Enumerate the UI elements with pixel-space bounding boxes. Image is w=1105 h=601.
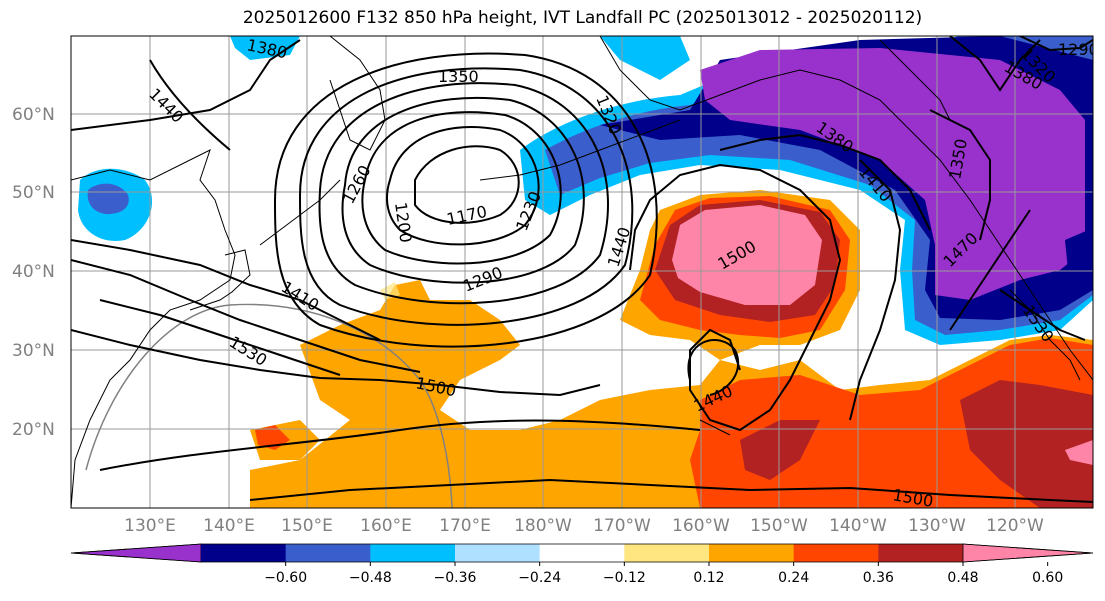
colorbar-swatch	[878, 544, 964, 562]
contour-1380-west	[71, 39, 301, 131]
lon-label: 130°W	[908, 516, 966, 536]
colorbar-tick-label: 0.36	[863, 570, 894, 586]
colorbar-frame	[70, 543, 1094, 563]
lat-label-20n: 20°N	[12, 420, 55, 440]
colorbar-arrow-high	[962, 543, 1094, 563]
contour-1380-ne	[719, 133, 931, 231]
contour-1440-nw	[149, 59, 231, 151]
contour-1290	[318, 82, 609, 305]
colorbar-swatch	[624, 544, 710, 562]
colorbar-swatch	[539, 544, 625, 562]
coast-alaska	[599, 36, 1093, 381]
lon-label: 180°W	[514, 516, 572, 536]
map-title: 2025012600 F132 850 hPa height, IVT Land…	[242, 8, 923, 28]
contour-1350	[273, 52, 658, 348]
contour-1170	[414, 145, 520, 224]
lon-label: 160°E	[360, 516, 412, 536]
lat-label-60n: 60°N	[12, 105, 55, 125]
colorbar-tick-label: −0.24	[518, 570, 561, 586]
contour-1470-bottom	[99, 419, 701, 471]
colorbar-swatch	[793, 544, 879, 562]
colorbar-swatch	[285, 544, 371, 562]
coastlines	[71, 36, 1093, 508]
colorbar-tick-label: −0.36	[434, 570, 477, 586]
lon-label: 150°W	[750, 516, 808, 536]
shade-purple-core	[700, 48, 1085, 300]
contour-1350-ne	[929, 109, 991, 241]
contour-label: 1350	[438, 67, 479, 86]
shade-pos-far-east-darkred	[960, 380, 1093, 508]
coast-hawaii	[699, 419, 731, 436]
negative-ivt-shading	[78, 36, 1093, 345]
contour-1530-ne	[999, 289, 1086, 341]
map-panel: 1380 1440 1350 1320 1260 1200 1170 1230 …	[71, 36, 1099, 511]
lon-label: 140°W	[829, 516, 887, 536]
colorbar-swatch	[455, 544, 541, 562]
colorbar-swatch	[370, 544, 456, 562]
contour-1260	[341, 96, 585, 284]
coast-kamchatka	[329, 36, 386, 151]
contour-1470-ne	[949, 209, 1031, 331]
coast-asia	[71, 149, 236, 508]
height-contours	[71, 36, 1093, 503]
latitude-labels: 60°N 50°N 40°N 30°N 20°N	[12, 105, 55, 440]
colorbar-arrow-low	[70, 543, 202, 563]
graticule	[71, 36, 1093, 508]
shade-pos-far-east-pink	[1065, 440, 1093, 465]
lon-label: 170°W	[593, 516, 651, 536]
lon-label: 150°E	[281, 516, 333, 536]
positive-ivt-shading	[250, 190, 1093, 508]
contour-label: 1500	[891, 485, 934, 511]
contour-1290-top	[1019, 36, 1093, 52]
shade-pos-central-pink	[672, 205, 822, 305]
contour-1320-top	[949, 36, 1041, 92]
coast-baja	[1009, 289, 1081, 381]
shade-pos-east-darkred	[740, 420, 820, 480]
colorbar-swatch	[709, 544, 795, 562]
colorbar-tick-label: 0.12	[693, 570, 724, 586]
contour-1410-west	[71, 239, 381, 341]
lat-label-30n: 30°N	[12, 341, 55, 361]
map-frame	[70, 35, 1094, 509]
contour-1440-west	[71, 259, 421, 373]
coast-aleutians	[479, 119, 681, 181]
shade-alaska-top	[230, 36, 300, 60]
contour-1320	[298, 67, 634, 326]
contour-label: 1290	[1058, 40, 1099, 59]
colorbar-tick-label: 0.48	[947, 570, 978, 586]
coast-canada-islands	[879, 39, 951, 121]
lon-label: 140°E	[203, 516, 255, 536]
lon-label: 170°E	[439, 516, 491, 536]
colorbar-tick-label: −0.48	[349, 570, 392, 586]
longitude-labels: 130°E 140°E 150°E 160°E 170°E 180°W 170°…	[124, 516, 1044, 536]
contour-1230	[361, 111, 562, 265]
contour-1530-south	[99, 299, 341, 376]
lon-label: 160°W	[672, 516, 730, 536]
colorbar-tick-label: −0.12	[603, 570, 646, 586]
contour-1410-center	[687, 339, 740, 396]
lon-label: 130°E	[124, 516, 176, 536]
shade-east-pocket	[1065, 228, 1093, 280]
lat-label-50n: 50°N	[12, 183, 55, 203]
contour-1410-ne	[849, 159, 902, 421]
lat-label-40n: 40°N	[12, 262, 55, 282]
colorbar: −0.60 −0.48 −0.36 −0.24 −0.12 0.12 0.24 0.36 0.4…	[70, 543, 1094, 586]
lon-label: 120°W	[986, 516, 1044, 536]
colorbar-tick-label: −0.60	[264, 570, 307, 586]
colorbar-tick-label: 0.24	[778, 570, 809, 586]
contour-1200	[386, 126, 540, 246]
colorbar-swatch	[201, 544, 287, 562]
contour-1500-south	[71, 329, 601, 397]
colorbar-tick-label: 0.60	[1032, 570, 1063, 586]
contour-1500-bottom	[249, 478, 1093, 503]
shade-west-blob-dark	[87, 183, 129, 215]
